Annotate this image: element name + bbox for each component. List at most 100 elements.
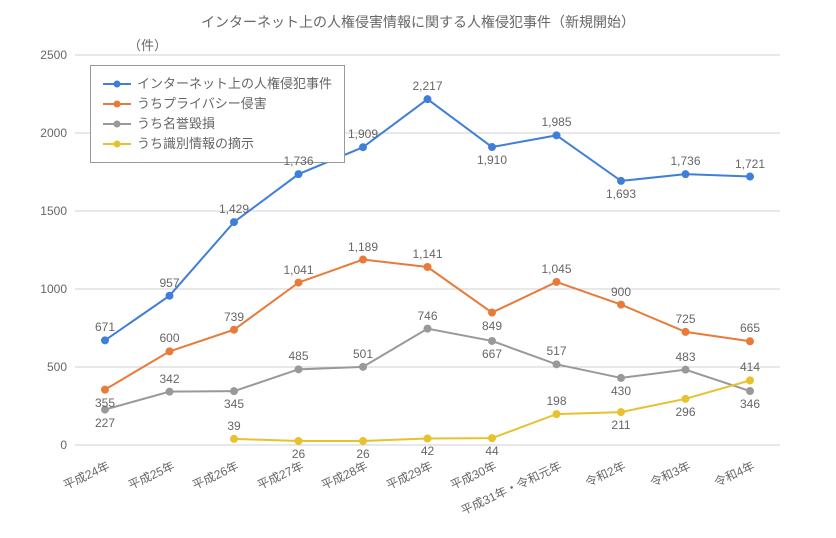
data-label: 671: [95, 320, 115, 334]
series-line: [105, 260, 750, 390]
data-label: 1,985: [541, 115, 571, 129]
data-label: 198: [546, 394, 566, 408]
data-marker: [359, 437, 367, 445]
data-marker: [682, 366, 690, 374]
data-label: 517: [546, 344, 566, 358]
data-label: 485: [288, 349, 308, 363]
data-marker: [166, 292, 174, 300]
legend-swatch: [103, 143, 131, 145]
data-marker: [295, 279, 303, 287]
data-marker: [295, 365, 303, 373]
data-marker: [553, 410, 561, 418]
data-label: 665: [740, 321, 760, 335]
legend-swatch: [103, 123, 131, 125]
data-label: 849: [482, 319, 502, 333]
chart-container: インターネット上の人権侵害情報に関する人権侵犯事件（新規開始） （件） インター…: [0, 0, 836, 538]
data-label: 346: [740, 397, 760, 411]
legend-label: うち識別情報の摘示: [137, 134, 254, 154]
y-tick-label: 1000: [40, 282, 67, 296]
data-marker: [746, 376, 754, 384]
data-label: 296: [675, 405, 695, 419]
legend-label: インターネット上の人権侵犯事件: [137, 74, 332, 94]
data-label: 1,189: [348, 240, 378, 254]
data-label: 667: [482, 347, 502, 361]
legend-swatch: [103, 103, 131, 105]
data-label: 483: [675, 350, 695, 364]
data-label: 1,693: [606, 187, 636, 201]
y-tick-label: 1500: [40, 204, 67, 218]
data-marker: [230, 435, 238, 443]
data-label: 430: [611, 384, 631, 398]
y-tick-label: 500: [47, 360, 67, 374]
data-label: 1,736: [670, 154, 700, 168]
series-line: [234, 380, 750, 441]
data-label: 1,429: [219, 202, 249, 216]
data-marker: [359, 143, 367, 151]
y-tick-label: 0: [60, 438, 67, 452]
data-label: 414: [740, 360, 760, 374]
data-label: 211: [611, 418, 630, 432]
data-marker: [424, 434, 432, 442]
data-label: 501: [353, 347, 373, 361]
data-label: 355: [95, 396, 115, 410]
data-label: 1,041: [283, 263, 313, 277]
data-marker: [617, 177, 625, 185]
data-marker: [295, 170, 303, 178]
data-marker: [359, 363, 367, 371]
data-marker: [166, 388, 174, 396]
data-marker: [746, 387, 754, 395]
data-marker: [230, 326, 238, 334]
data-marker: [682, 170, 690, 178]
data-marker: [553, 278, 561, 286]
data-label: 1,909: [348, 127, 378, 141]
data-marker: [746, 173, 754, 181]
data-label: 1,910: [477, 153, 507, 167]
data-marker: [166, 347, 174, 355]
data-marker: [617, 374, 625, 382]
legend-label: うちプライバシー侵害: [137, 94, 267, 114]
data-label: 2,217: [412, 79, 442, 93]
data-label: 900: [611, 285, 631, 299]
data-marker: [488, 143, 496, 151]
legend-item: うち名誉毀損: [103, 114, 332, 134]
data-label: 26: [356, 447, 369, 461]
data-label: 42: [421, 444, 434, 458]
y-tick-label: 2000: [40, 126, 67, 140]
data-marker: [488, 337, 496, 345]
data-label: 600: [159, 331, 179, 345]
data-marker: [488, 434, 496, 442]
data-marker: [553, 360, 561, 368]
data-marker: [488, 309, 496, 317]
data-label: 1,141: [412, 247, 442, 261]
data-marker: [617, 408, 625, 416]
legend-swatch: [103, 83, 131, 85]
data-label: 746: [417, 309, 437, 323]
y-tick-label: 2500: [40, 48, 67, 62]
data-marker: [230, 387, 238, 395]
data-label: 1,045: [541, 262, 571, 276]
data-label: 725: [675, 312, 695, 326]
data-label: 1,721: [735, 157, 765, 171]
legend-label: うち名誉毀損: [137, 114, 215, 134]
legend: インターネット上の人権侵犯事件うちプライバシー侵害うち名誉毀損うち識別情報の摘示: [90, 65, 345, 163]
data-marker: [424, 95, 432, 103]
data-label: 957: [159, 276, 179, 290]
data-label: 345: [224, 397, 244, 411]
data-marker: [101, 336, 109, 344]
data-label: 44: [485, 444, 498, 458]
data-label: 342: [159, 372, 179, 386]
data-marker: [230, 218, 238, 226]
data-marker: [746, 337, 754, 345]
data-marker: [101, 386, 109, 394]
data-label: 1,736: [283, 154, 313, 168]
legend-item: うち識別情報の摘示: [103, 134, 332, 154]
data-label: 739: [224, 310, 244, 324]
legend-item: インターネット上の人権侵犯事件: [103, 74, 332, 94]
data-marker: [617, 301, 625, 309]
legend-item: うちプライバシー侵害: [103, 94, 332, 114]
data-marker: [682, 328, 690, 336]
data-marker: [682, 395, 690, 403]
data-label: 227: [95, 416, 115, 430]
data-label: 39: [227, 419, 240, 433]
data-marker: [295, 437, 303, 445]
